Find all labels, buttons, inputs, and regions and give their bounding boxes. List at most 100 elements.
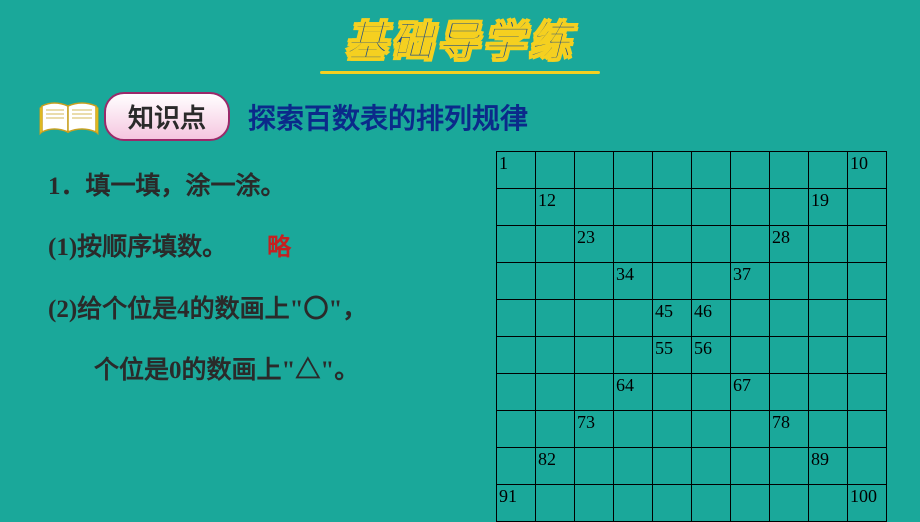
grid-cell	[692, 411, 731, 448]
knowledge-badge: 知识点	[104, 92, 230, 141]
grid-cell	[731, 485, 770, 522]
grid-cell	[770, 485, 809, 522]
grid-cell: 100	[848, 485, 887, 522]
grid-cell	[692, 189, 731, 226]
table-row: 73 78	[497, 411, 887, 448]
grid-cell: 78	[770, 411, 809, 448]
grid-cell	[614, 189, 653, 226]
grid-cell: 91	[497, 485, 536, 522]
grid-cell: 28	[770, 226, 809, 263]
grid-cell	[575, 485, 614, 522]
grid-cell	[653, 189, 692, 226]
question-line-3: (2)给个位是4的数画上"〇"，	[48, 292, 490, 327]
grid-cell	[692, 152, 731, 189]
grid-cell: 73	[575, 411, 614, 448]
grid-cell	[653, 485, 692, 522]
grid-cell: 45	[653, 300, 692, 337]
grid-cell	[653, 226, 692, 263]
grid-cell	[731, 448, 770, 485]
grid-cell	[536, 485, 575, 522]
hundred-table: 1101219232834374546555664677378828991100	[496, 151, 887, 522]
knowledge-row: 知识点 探索百数表的排列规律	[38, 92, 920, 141]
grid-cell	[614, 337, 653, 374]
grid-cell	[848, 448, 887, 485]
grid-cell	[536, 411, 575, 448]
question-line-4: 个位是0的数画上"△"。	[48, 353, 490, 388]
grid-cell: 46	[692, 300, 731, 337]
grid-cell: 1	[497, 152, 536, 189]
table-row: 5556	[497, 337, 887, 374]
grid-cell	[614, 485, 653, 522]
grid-cell	[497, 263, 536, 300]
table-row: 34 37	[497, 263, 887, 300]
grid-cell	[497, 189, 536, 226]
grid-cell: 64	[614, 374, 653, 411]
grid-cell	[575, 300, 614, 337]
grid-cell	[770, 448, 809, 485]
grid-cell	[731, 189, 770, 226]
grid-cell	[536, 300, 575, 337]
table-row: 64 67	[497, 374, 887, 411]
grid-cell	[731, 300, 770, 337]
grid-cell	[692, 448, 731, 485]
grid-cell	[770, 152, 809, 189]
grid-cell	[809, 485, 848, 522]
grid-cell	[497, 374, 536, 411]
grid-cell: 67	[731, 374, 770, 411]
header: 基础导学练	[0, 0, 920, 74]
table-row: 91 100	[497, 485, 887, 522]
grid-cell: 37	[731, 263, 770, 300]
content-area: 1．填一填，涂一涂。 (1)按顺序填数。 略 (2)给个位是4的数画上"〇"， …	[0, 151, 920, 522]
grid-cell	[809, 300, 848, 337]
grid-cell	[848, 300, 887, 337]
grid-cell	[614, 226, 653, 263]
grid-cell	[614, 411, 653, 448]
table-row: 4546	[497, 300, 887, 337]
knowledge-subtitle: 探索百数表的排列规律	[248, 97, 528, 137]
table-row: 1 10	[497, 152, 887, 189]
grid-cell	[809, 337, 848, 374]
grid-cell	[536, 374, 575, 411]
grid-cell	[809, 152, 848, 189]
question-line-1: 1．填一填，涂一涂。	[48, 169, 490, 204]
grid-cell	[692, 226, 731, 263]
grid-cell: 56	[692, 337, 731, 374]
hundred-table-wrap: 1101219232834374546555664677378828991100	[496, 151, 887, 522]
grid-cell	[653, 263, 692, 300]
grid-cell: 34	[614, 263, 653, 300]
grid-cell	[575, 263, 614, 300]
grid-cell	[770, 189, 809, 226]
table-row: 8289	[497, 448, 887, 485]
grid-cell	[770, 263, 809, 300]
question-block: 1．填一填，涂一涂。 (1)按顺序填数。 略 (2)给个位是4的数画上"〇"， …	[0, 151, 490, 522]
grid-cell: 23	[575, 226, 614, 263]
grid-cell	[575, 448, 614, 485]
grid-cell	[692, 485, 731, 522]
grid-cell	[848, 226, 887, 263]
grid-cell	[497, 411, 536, 448]
grid-cell	[614, 152, 653, 189]
grid-cell	[848, 189, 887, 226]
grid-cell	[809, 263, 848, 300]
grid-cell: 10	[848, 152, 887, 189]
sub-q1: (1)按顺序填数。	[48, 230, 227, 265]
grid-cell	[575, 152, 614, 189]
grid-cell	[848, 374, 887, 411]
grid-cell	[809, 226, 848, 263]
grid-cell	[770, 374, 809, 411]
grid-cell	[497, 337, 536, 374]
grid-cell	[848, 263, 887, 300]
grid-cell	[536, 337, 575, 374]
grid-cell	[536, 263, 575, 300]
grid-cell	[536, 226, 575, 263]
grid-cell: 55	[653, 337, 692, 374]
grid-cell	[497, 226, 536, 263]
grid-cell: 89	[809, 448, 848, 485]
grid-cell: 12	[536, 189, 575, 226]
grid-cell	[692, 263, 731, 300]
grid-cell	[653, 411, 692, 448]
grid-cell	[770, 337, 809, 374]
grid-cell	[536, 152, 575, 189]
open-book-icon	[38, 96, 100, 138]
grid-cell	[731, 152, 770, 189]
